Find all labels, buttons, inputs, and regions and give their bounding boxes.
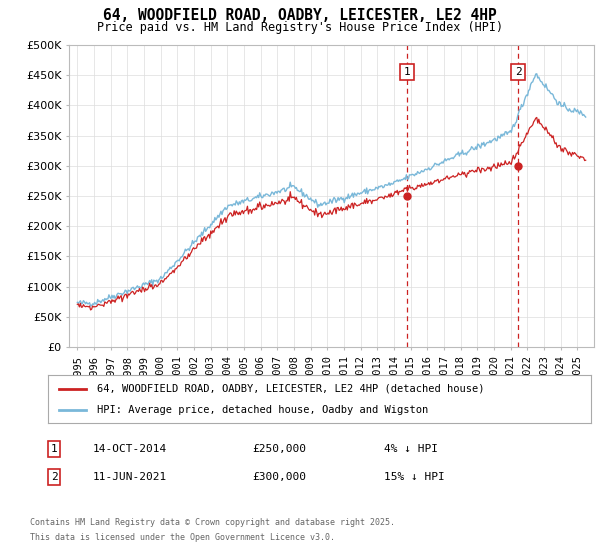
Text: 2: 2: [515, 67, 521, 77]
Text: 64, WOODFIELD ROAD, OADBY, LEICESTER, LE2 4HP: 64, WOODFIELD ROAD, OADBY, LEICESTER, LE…: [103, 8, 497, 24]
Text: Contains HM Land Registry data © Crown copyright and database right 2025.: Contains HM Land Registry data © Crown c…: [30, 518, 395, 527]
Text: 2: 2: [50, 472, 58, 482]
Text: £250,000: £250,000: [252, 444, 306, 454]
Text: 64, WOODFIELD ROAD, OADBY, LEICESTER, LE2 4HP (detached house): 64, WOODFIELD ROAD, OADBY, LEICESTER, LE…: [97, 384, 484, 394]
Text: 11-JUN-2021: 11-JUN-2021: [93, 472, 167, 482]
Text: 1: 1: [50, 444, 58, 454]
Text: HPI: Average price, detached house, Oadby and Wigston: HPI: Average price, detached house, Oadb…: [97, 405, 428, 415]
Text: 1: 1: [404, 67, 410, 77]
Text: £300,000: £300,000: [252, 472, 306, 482]
Text: Price paid vs. HM Land Registry's House Price Index (HPI): Price paid vs. HM Land Registry's House …: [97, 21, 503, 34]
Text: 15% ↓ HPI: 15% ↓ HPI: [384, 472, 445, 482]
Text: 14-OCT-2014: 14-OCT-2014: [93, 444, 167, 454]
Text: This data is licensed under the Open Government Licence v3.0.: This data is licensed under the Open Gov…: [30, 533, 335, 542]
Text: 4% ↓ HPI: 4% ↓ HPI: [384, 444, 438, 454]
